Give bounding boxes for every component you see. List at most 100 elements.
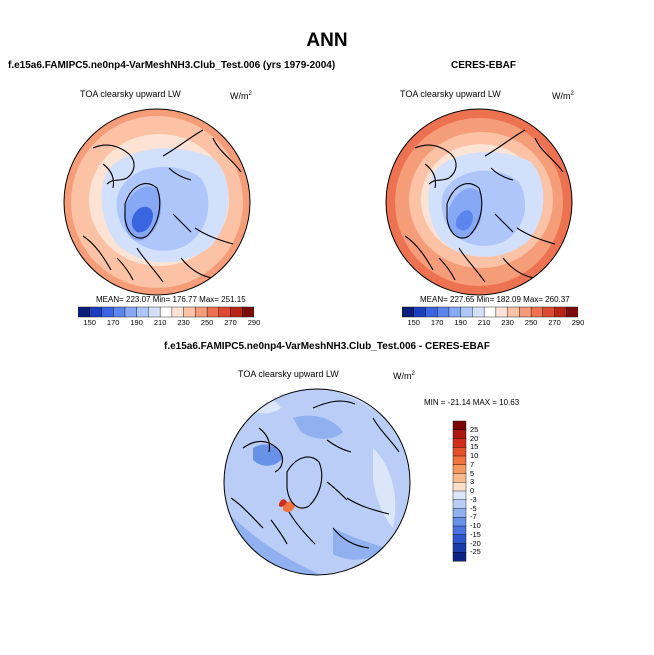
colorbar-tick-label: 250: [200, 318, 214, 327]
panel2-colorbar: [402, 306, 578, 318]
panel3-field-neg4: [333, 528, 387, 560]
colorbar-tick-label: 3: [470, 477, 475, 487]
panel1-units: W/m2: [230, 91, 252, 101]
colorbar-tick-label: 190: [454, 318, 467, 327]
panel2-map: [385, 108, 573, 296]
panel2-units: W/m2: [552, 91, 574, 101]
colorbar-swatch: [242, 306, 254, 318]
colorbar-swatch: [206, 306, 220, 318]
panel3-coastlines: [230, 400, 400, 549]
panel2-variable-label: TOA clearsky upward LW: [400, 89, 501, 99]
panel3-colorbar: [452, 420, 467, 562]
colorbar-swatch: [101, 306, 114, 318]
colorbar-tick-label: 170: [430, 318, 444, 327]
colorbar-tick-label: -15: [470, 529, 481, 539]
colorbar-tick-label: 270: [548, 318, 561, 327]
colorbar-tick-label: -10: [470, 521, 481, 530]
colorbar-swatch: [554, 306, 567, 318]
colorbar-tick-label: 290: [571, 318, 585, 327]
colorbar-swatch: [78, 306, 91, 318]
colorbar-swatch: [230, 306, 243, 318]
colorbar-tick-label: -5: [470, 503, 477, 513]
colorbar-swatch: [448, 306, 462, 318]
colorbar-swatch: [452, 473, 467, 483]
panel1-greenland-min: [131, 206, 153, 233]
colorbar-tick-label: 150: [83, 318, 96, 327]
colorbar-swatch: [452, 499, 467, 510]
colorbar-swatch: [452, 552, 467, 562]
panel3-variable-label: TOA clearsky upward LW: [238, 369, 339, 379]
colorbar-swatch: [452, 447, 467, 457]
colorbar-tick-label: 230: [501, 318, 514, 327]
colorbar-tick-label: 25: [470, 424, 479, 434]
colorbar-swatch: [483, 306, 497, 318]
colorbar-swatch: [460, 306, 473, 318]
panel1-coastlines: [82, 129, 242, 283]
colorbar-swatch: [452, 543, 467, 553]
panel3-field-neg3: [253, 444, 283, 466]
colorbar-swatch: [124, 306, 138, 318]
panel2-title: CERES-EBAF: [451, 60, 517, 71]
colorbar-swatch: [472, 306, 485, 318]
colorbar-tick-label: 250: [524, 318, 538, 327]
panel1-stats: MEAN= 223.07 Min= 176.77 Max= 251.15: [96, 295, 246, 304]
panel2-stats: MEAN= 227.65 Min= 182.09 Max= 260.37: [420, 295, 570, 304]
colorbar-swatch: [452, 429, 467, 440]
colorbar-swatch: [566, 306, 578, 318]
panel3-field-pos: [283, 501, 295, 513]
panel3-field-neg2: [293, 415, 343, 439]
panel2-coastlines: [404, 129, 564, 283]
panel2-colorbar-ticks: 150 170 190 210 230 250 270 290: [402, 318, 584, 330]
colorbar-tick-label: 290: [247, 318, 261, 327]
colorbar-tick-label: 270: [224, 318, 237, 327]
colorbar-tick-label: 5: [470, 468, 475, 478]
colorbar-swatch: [437, 306, 450, 318]
colorbar-swatch: [452, 464, 467, 475]
colorbar-swatch: [402, 306, 415, 318]
panel3-field-pos-max: [279, 499, 287, 507]
colorbar-swatch: [452, 525, 467, 536]
colorbar-swatch: [89, 306, 102, 318]
colorbar-swatch: [195, 306, 208, 318]
colorbar-swatch: [519, 306, 532, 318]
panel1-colorbar-ticks: 150 170 190 210 230 250 270 290: [78, 318, 260, 330]
colorbar-swatch: [136, 306, 149, 318]
colorbar-swatch: [452, 508, 467, 518]
colorbar-swatch: [452, 482, 467, 492]
colorbar-tick-label: 230: [177, 318, 190, 327]
colorbar-swatch: [425, 306, 438, 318]
colorbar-swatch: [530, 306, 544, 318]
colorbar-swatch: [507, 306, 520, 318]
colorbar-swatch: [183, 306, 196, 318]
figure-title: ANN: [306, 30, 348, 51]
panel3-stats: MIN = -21.14 MAX = 10.63: [424, 398, 520, 407]
colorbar-tick-label: -7: [470, 512, 477, 522]
colorbar-swatch: [452, 490, 467, 501]
colorbar-tick-label: 190: [130, 318, 143, 327]
colorbar-swatch: [218, 306, 232, 318]
colorbar-tick-label: 0: [470, 486, 475, 495]
panel1-map: [63, 108, 251, 296]
panel1-variable-label: TOA clearsky upward LW: [80, 89, 181, 99]
panel2-greenland-min: [455, 210, 473, 231]
colorbar-tick-label: 15: [470, 442, 479, 452]
colorbar-swatch: [452, 420, 467, 431]
colorbar-swatch: [495, 306, 509, 318]
colorbar-swatch: [159, 306, 173, 318]
colorbar-tick-label: -3: [470, 494, 477, 504]
colorbar-tick-label: -25: [470, 547, 481, 557]
colorbar-tick-label: 7: [470, 459, 475, 469]
colorbar-tick-label: 210: [477, 318, 491, 327]
colorbar-swatch: [413, 306, 426, 318]
panel3-units: W/m2: [393, 371, 415, 381]
colorbar-swatch: [542, 306, 556, 318]
colorbar-swatch: [113, 306, 126, 318]
colorbar-tick-label: -20: [470, 538, 481, 548]
colorbar-tick-label: 170: [106, 318, 120, 327]
panel3-title: f.e15a6.FAMIPC5.ne0np4-VarMeshNH3.Club_T…: [163, 341, 491, 352]
colorbar-swatch: [452, 455, 467, 466]
colorbar-tick-label: 20: [470, 433, 479, 443]
colorbar-tick-label: 210: [153, 318, 167, 327]
colorbar-swatch: [452, 517, 467, 527]
panel3-map: [223, 388, 411, 576]
